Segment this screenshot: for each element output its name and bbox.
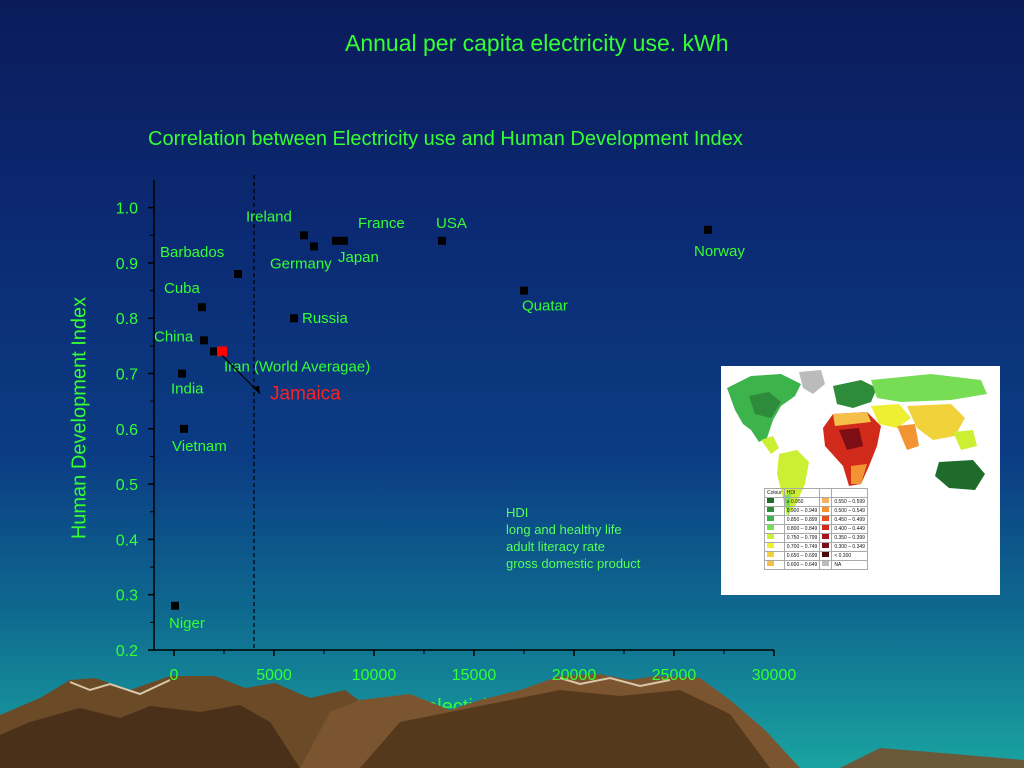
legend-swatch <box>822 561 830 566</box>
hdi-note-line: gross domestic product <box>506 556 641 571</box>
legend-swatch <box>767 561 774 566</box>
legend-range: 0.900 – 0.949 <box>783 506 821 516</box>
point-label: France <box>358 215 405 232</box>
data-point <box>210 347 218 356</box>
legend-header: HDI <box>783 488 821 498</box>
y-tick-label: 0.7 <box>116 367 138 384</box>
data-point <box>217 346 227 357</box>
point-label: USA <box>436 215 467 232</box>
legend-range: 0.300 – 0.349 <box>831 542 868 552</box>
point-label: Germany <box>270 255 332 272</box>
x-tick-label: 20000 <box>552 667 597 684</box>
y-tick-label: 0.6 <box>116 422 138 439</box>
legend-range: 0.500 – 0.549 <box>831 506 868 516</box>
legend-range: ≥ 0.950 <box>783 497 821 507</box>
legend-range: 0.700 – 0.749 <box>783 542 821 552</box>
legend-swatch <box>822 534 830 539</box>
legend-swatch <box>767 543 774 548</box>
legend-swatch <box>767 516 774 521</box>
legend-range: 0.450 – 0.499 <box>831 515 868 525</box>
legend-range: 0.600 – 0.649 <box>783 560 821 570</box>
legend-swatch <box>767 552 774 557</box>
hdi-note: HDI long and healthy life adult literacy… <box>506 504 640 572</box>
data-point <box>178 369 186 378</box>
legend-range: 0.400 – 0.449 <box>831 524 868 534</box>
hdi-note-line: long and healthy life <box>506 522 622 537</box>
y-tick-label: 0.3 <box>116 588 138 605</box>
data-point <box>310 242 318 251</box>
hdi-note-line: HDI <box>506 505 529 520</box>
legend-range: 0.650 – 0.699 <box>783 551 821 561</box>
data-point <box>704 225 712 234</box>
point-label: China <box>154 328 194 345</box>
data-point <box>300 231 308 240</box>
y-tick-label: 0.8 <box>116 311 138 328</box>
legend-range: 0.800 – 0.849 <box>783 524 821 534</box>
point-label: Iran (World Averagae) <box>224 358 370 375</box>
map-legend: Colour HDI ≥ 0.950 0.550 – 0.599 0.900 –… <box>764 488 868 570</box>
legend-swatch <box>822 516 830 521</box>
legend-range: 0.550 – 0.599 <box>831 497 868 507</box>
legend-swatch <box>767 534 774 539</box>
data-point <box>438 236 446 245</box>
point-label: India <box>171 381 204 398</box>
legend-swatch <box>767 498 774 503</box>
y-tick-label: 0.5 <box>116 477 138 494</box>
legend-range: NA <box>831 560 868 570</box>
legend-range: 0.350 – 0.399 <box>831 533 868 543</box>
data-point <box>200 336 208 345</box>
arrow-head <box>253 385 260 394</box>
legend-swatch <box>767 507 774 512</box>
data-point <box>290 314 298 323</box>
x-tick-label: 0 <box>170 667 179 684</box>
y-tick-label: 0.4 <box>116 532 138 549</box>
hdi-note-line: adult literacy rate <box>506 539 605 554</box>
data-point <box>198 303 206 312</box>
x-tick-label: 15000 <box>452 667 497 684</box>
page-title: Annual per capita electricity use. kWh <box>345 30 729 56</box>
legend-swatch <box>822 525 830 530</box>
point-label: Quatar <box>522 298 568 315</box>
point-label: Japan <box>338 249 379 266</box>
y-tick-label: 0.2 <box>116 643 138 660</box>
legend-swatch <box>822 552 830 557</box>
x-tick-label: 30000 <box>752 667 797 684</box>
legend-range: 0.850 – 0.899 <box>783 515 821 525</box>
data-point <box>180 424 188 433</box>
mountain-landscape <box>0 674 1024 768</box>
point-label: Ireland <box>246 208 292 225</box>
x-tick-label: 25000 <box>652 667 697 684</box>
data-point <box>171 601 179 610</box>
legend-swatch <box>822 543 830 548</box>
point-label: Barbados <box>160 244 224 261</box>
data-point <box>340 236 348 245</box>
annotation-arrow <box>221 354 261 395</box>
data-point <box>520 286 528 295</box>
x-tick-label: 5000 <box>256 667 292 684</box>
x-tick-label: 10000 <box>352 667 397 684</box>
point-label: Vietnam <box>172 438 227 455</box>
point-label: Norway <box>694 243 745 260</box>
point-label: Russia <box>302 310 349 327</box>
legend-swatch <box>822 507 830 512</box>
legend-header: Colour <box>764 488 785 498</box>
point-label: Niger <box>169 615 205 632</box>
legend-swatch <box>767 525 774 530</box>
legend-range: < 0.300 <box>831 551 868 561</box>
point-label: Cuba <box>164 280 201 297</box>
y-tick-label: 0.9 <box>116 256 138 273</box>
chart-title: Correlation between Electricity use and … <box>148 128 743 150</box>
annotation-label: Jamaica <box>270 384 341 405</box>
legend-swatch <box>822 498 830 503</box>
data-point <box>234 270 242 278</box>
y-tick-label: 1.0 <box>116 201 138 218</box>
data-point <box>332 236 340 245</box>
legend-range: 0.750 – 0.799 <box>783 533 821 543</box>
